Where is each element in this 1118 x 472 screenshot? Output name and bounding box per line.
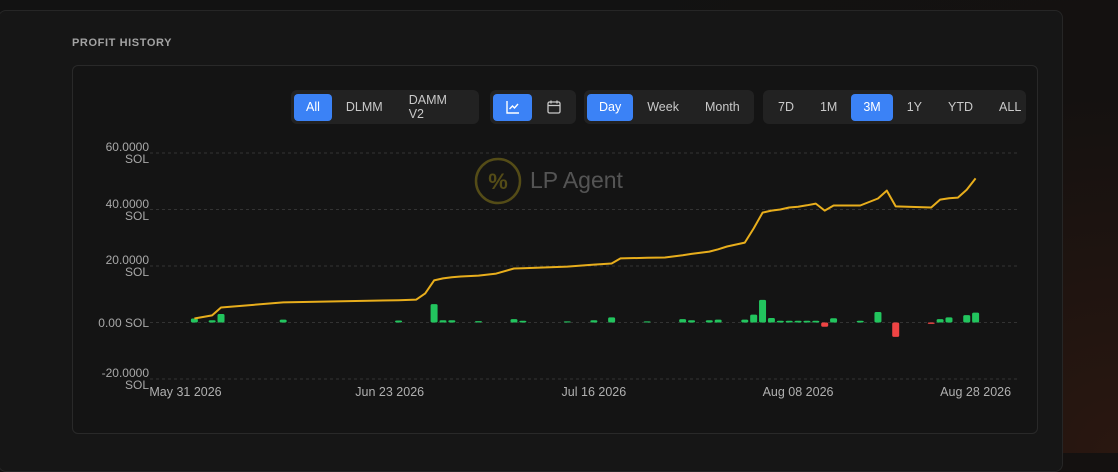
- filter-button[interactable]: 1Y: [906, 100, 923, 114]
- y-tick-label: -20.0000 SOL: [101, 366, 149, 392]
- calendar-view-button[interactable]: [534, 94, 573, 121]
- filter-button[interactable]: Month: [704, 100, 740, 114]
- period-filter: Day Week Month: [584, 90, 754, 124]
- bar: [821, 322, 829, 327]
- bar: [430, 304, 438, 323]
- filter-button[interactable]: DAMM V2: [408, 93, 447, 121]
- x-tick-label: Aug 08 2026: [763, 385, 834, 399]
- bar: [767, 317, 775, 323]
- filter-button[interactable]: Day: [587, 93, 634, 121]
- bar: [279, 319, 287, 323]
- bar: [927, 322, 935, 324]
- bar: [812, 320, 820, 323]
- bar: [643, 321, 651, 323]
- bar: [856, 320, 864, 323]
- source-filter: All DLMM DAMM V2: [291, 90, 479, 124]
- bar: [972, 312, 980, 323]
- bar: [474, 321, 482, 323]
- bar: [448, 320, 456, 323]
- x-tick-label: May 31 2026: [149, 385, 221, 399]
- filter-button[interactable]: 1M: [819, 100, 838, 114]
- filter-button[interactable]: 3M: [851, 93, 893, 121]
- bar: [714, 319, 722, 323]
- filter-button[interactable]: Week: [647, 100, 679, 114]
- x-tick-label: Jul 16 2026: [562, 385, 627, 399]
- bar: [563, 321, 571, 323]
- y-tick-label: 20.0000 SOL: [105, 253, 149, 279]
- line-view-button[interactable]: [493, 93, 532, 121]
- chart: % LP Agent May 31 2026 Jun 23 2026 Jul 16 …: [149, 152, 1020, 399]
- bar: [945, 317, 953, 323]
- filter-button[interactable]: ALL: [999, 100, 1022, 114]
- bar: [510, 319, 518, 323]
- watermark-text: LP Agent: [530, 167, 624, 193]
- bar: [830, 318, 838, 323]
- bar: [217, 314, 225, 323]
- section-title: PROFIT HISTORY: [72, 37, 173, 49]
- line: [194, 177, 977, 320]
- bar: [190, 318, 198, 323]
- y-tick-label: 0.00 SOL: [98, 315, 149, 330]
- svg-text:%: %: [488, 169, 508, 194]
- bar: [679, 319, 687, 323]
- bar: [395, 320, 403, 323]
- bar: [776, 320, 784, 323]
- bar: [936, 319, 944, 323]
- y-tick-label: 60.0000 SOL: [105, 140, 149, 166]
- y-tick-label: 40.0000 SOL: [105, 196, 149, 223]
- filter-button[interactable]: YTD: [948, 100, 974, 114]
- bar: [608, 317, 616, 323]
- bar: [705, 320, 713, 323]
- watermark: % LP Agent: [474, 157, 624, 205]
- x-tick-label: Jun 23 2026: [355, 385, 424, 399]
- bar: [785, 320, 793, 323]
- filter-button[interactable]: All: [294, 93, 332, 121]
- bar: [688, 320, 696, 323]
- filter-button[interactable]: 7D: [778, 100, 794, 114]
- bar: [892, 322, 900, 337]
- chart-card: [72, 65, 1038, 434]
- bar: [750, 314, 758, 323]
- x-tick-label: Aug 28 2026: [940, 385, 1011, 399]
- bar: [794, 320, 802, 323]
- bar: [439, 320, 447, 323]
- bar: [803, 320, 811, 323]
- bar: [741, 319, 749, 323]
- range-filter: 7D 1M 3M 1Y YTD ALL: [763, 90, 1026, 124]
- bar: [874, 312, 882, 323]
- calendar-icon: [546, 100, 561, 114]
- bar: [963, 315, 971, 323]
- bar: [590, 320, 598, 323]
- view-toggle: [490, 90, 576, 124]
- line-icon: [505, 101, 519, 114]
- bar: [519, 320, 527, 323]
- bar: [208, 320, 216, 323]
- bar: [759, 299, 767, 323]
- filter-button[interactable]: DLMM: [345, 100, 383, 114]
